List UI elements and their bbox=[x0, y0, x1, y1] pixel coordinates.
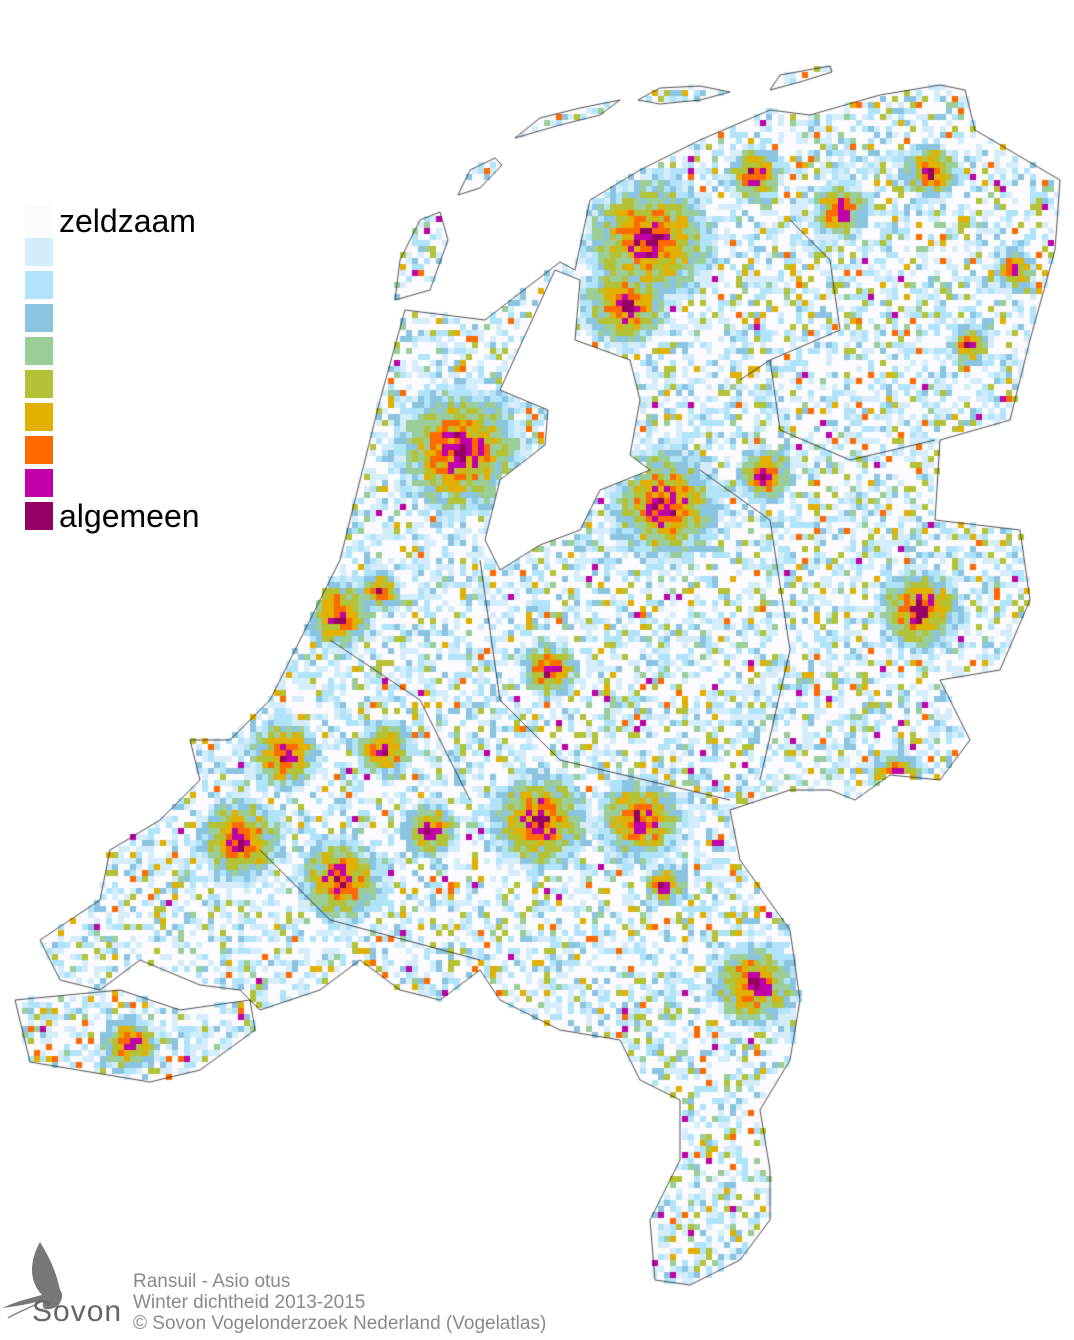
legend-swatch bbox=[25, 370, 53, 398]
logo-text: Sovon bbox=[32, 1295, 123, 1328]
legend-swatch bbox=[25, 403, 53, 431]
legend-swatch bbox=[25, 469, 53, 497]
legend-swatch bbox=[25, 502, 53, 530]
species-name: Ransuil - Asio otus bbox=[133, 1271, 291, 1292]
legend-swatch bbox=[25, 238, 53, 266]
sovon-bird-logo-icon bbox=[2, 1242, 63, 1319]
legend-label-rare: zeldzaam bbox=[59, 203, 196, 239]
copyright: © Sovon Vogelonderzoek Nederland (Vogela… bbox=[133, 1313, 547, 1334]
legend-swatch bbox=[25, 436, 53, 464]
map-subtitle: Winter dichtheid 2013-2015 bbox=[133, 1292, 366, 1313]
legend-label-common: algemeen bbox=[59, 498, 200, 534]
legend-swatch bbox=[25, 205, 53, 233]
legend-swatch bbox=[25, 337, 53, 365]
legend-swatch bbox=[25, 271, 53, 299]
map-caption: Ransuil - Asio otus Winter dichtheid 201… bbox=[133, 1271, 546, 1334]
legend-swatch bbox=[25, 304, 53, 332]
